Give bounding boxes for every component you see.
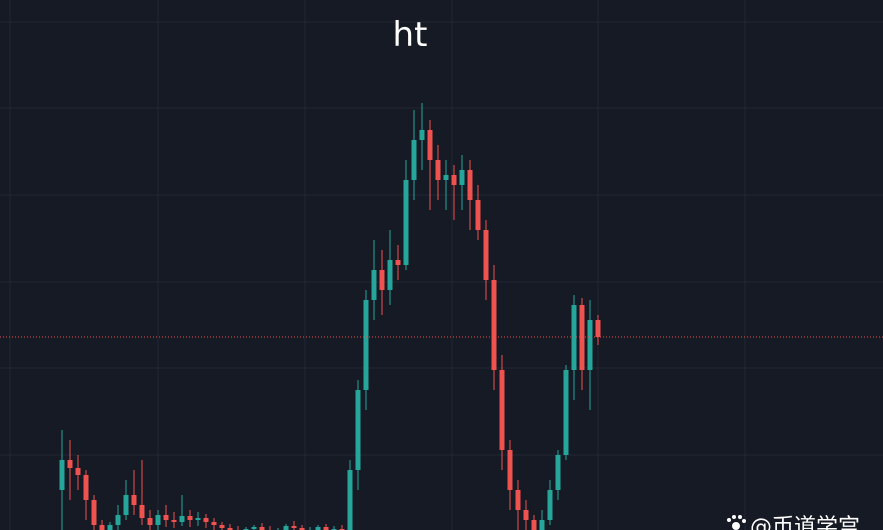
candle-body (595, 320, 601, 337)
candle-body (587, 320, 593, 370)
candle-body (371, 270, 377, 300)
chart-title: ht (393, 15, 428, 55)
candle-body (299, 528, 305, 530)
candle-body (499, 370, 505, 450)
candle-body (387, 260, 393, 290)
candle-body (363, 300, 369, 390)
candle-body (379, 270, 385, 290)
candle-body (563, 370, 569, 455)
candle-body (75, 468, 81, 475)
candle-body (403, 180, 409, 265)
candle-body (459, 170, 465, 185)
candle-body (171, 520, 177, 522)
candle-body (115, 515, 121, 525)
candle-body (259, 527, 265, 530)
candle-body (531, 520, 537, 530)
candle-body (203, 518, 209, 522)
candle-body (131, 495, 137, 505)
candle-body (315, 527, 321, 530)
candle-body (435, 160, 441, 180)
candle-body (59, 460, 65, 490)
watermark: @币道学宫 (750, 515, 860, 530)
candle-body (187, 516, 193, 520)
candle-body (523, 510, 529, 520)
candle-body (323, 527, 329, 530)
candle-body (411, 140, 417, 180)
candle-body (347, 470, 353, 530)
candle-body (491, 280, 497, 370)
candle-body (219, 525, 225, 528)
candle-body (99, 525, 105, 530)
candle-body (179, 516, 185, 522)
candle-body (163, 515, 169, 520)
candle-body (107, 525, 113, 530)
candle-body (451, 175, 457, 185)
candle-body (251, 527, 257, 529)
candle-body (211, 522, 217, 525)
candle-body (195, 518, 201, 520)
candle-body (515, 490, 521, 510)
watermark-icon (727, 515, 746, 530)
candle-body (355, 390, 361, 470)
candle-body (91, 500, 97, 525)
candle-body (139, 505, 145, 518)
candle-body (147, 518, 153, 525)
candle-body (547, 490, 553, 520)
candle-body (123, 495, 129, 515)
candles (0, 103, 883, 530)
candle-body (427, 130, 433, 160)
candle-body (467, 170, 473, 200)
candle-body (67, 460, 73, 468)
candle-body (155, 515, 161, 525)
candle-body (291, 526, 297, 528)
candle-body (419, 130, 425, 140)
candle-body (227, 528, 233, 530)
candle-body (395, 260, 401, 265)
candle-body (443, 175, 449, 180)
candle-body (483, 230, 489, 280)
candle-body (539, 520, 545, 530)
candle-body (555, 455, 561, 490)
candle-body (83, 475, 89, 500)
candle-body (283, 526, 289, 530)
candle-body (475, 200, 481, 230)
candle-body (507, 450, 513, 490)
